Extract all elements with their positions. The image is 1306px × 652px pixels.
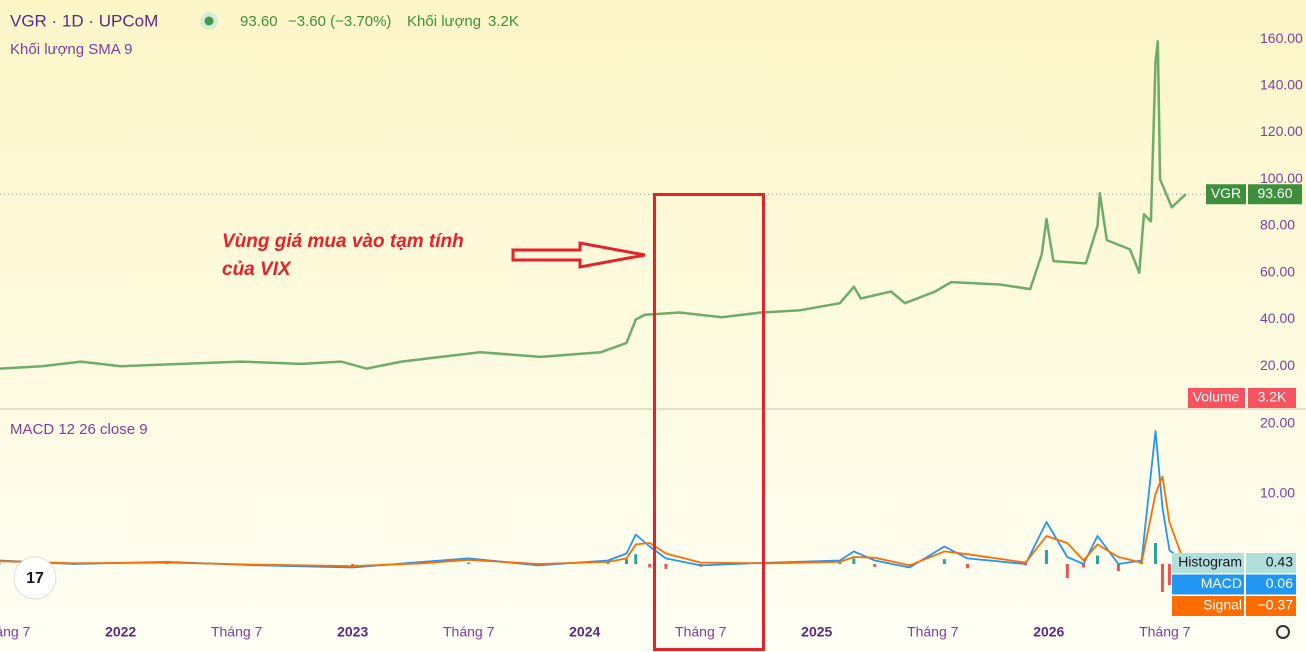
legend-box	[1172, 574, 1244, 595]
histogram-bar	[966, 564, 970, 569]
legend-label: MACD	[1201, 575, 1242, 591]
y-tick-label: 10.00	[1260, 485, 1295, 501]
volume-label: Khối lượng	[407, 13, 481, 30]
legend-value: 0.43	[1266, 554, 1293, 570]
x-tick-label: Tháng 7	[907, 624, 959, 640]
y-tick-label: 20.00	[1260, 415, 1295, 431]
x-tick-label: Tháng 7	[675, 624, 727, 640]
x-tick-label: 2026	[1033, 624, 1064, 640]
x-tick-label: Tháng 7	[0, 624, 31, 640]
highlight-box	[653, 193, 765, 651]
x-tick-label: Tháng 7	[211, 624, 263, 640]
volume-badge-label: Volume	[1193, 389, 1240, 405]
series-line	[0, 40, 1187, 370]
macd-pane	[0, 430, 1188, 592]
price-badge	[1248, 184, 1302, 205]
histogram-bar	[606, 562, 610, 564]
last-price: 93.60	[240, 13, 278, 30]
x-tick-label: 2025	[801, 624, 832, 640]
legend-box	[1172, 596, 1244, 616]
price-badge-label: 93.60	[1257, 185, 1292, 201]
histogram-bar	[838, 562, 842, 564]
legend-value: −0.37	[1258, 597, 1294, 613]
histogram-bar	[634, 554, 638, 564]
price-pane	[0, 40, 1248, 370]
macd-title: MACD 12 26 close 9	[10, 421, 148, 438]
legend-value: 0.06	[1266, 575, 1293, 591]
histogram-bar	[165, 563, 169, 564]
legend-box	[1172, 553, 1244, 573]
x-tick-label: 2024	[569, 624, 600, 640]
x-tick-label: 2022	[105, 624, 136, 640]
series-line	[0, 430, 1187, 569]
y-tick-label: 40.00	[1260, 310, 1295, 326]
symbol-badge	[1206, 184, 1246, 205]
logo[interactable]	[13, 556, 57, 600]
histogram-bar	[873, 564, 877, 567]
histogram-bar	[852, 558, 856, 564]
legend-label: Signal	[1203, 597, 1242, 613]
histogram-bar	[1044, 550, 1048, 564]
histogram-bar	[1082, 564, 1086, 568]
legend-label: Histogram	[1178, 554, 1242, 570]
legend-value-box	[1246, 574, 1296, 595]
settings-button[interactable]	[1276, 625, 1290, 639]
logo-mark[interactable]: 17	[26, 570, 44, 587]
histogram-bar	[351, 564, 355, 566]
histogram-bar	[1160, 564, 1164, 592]
annotation: của VIX	[222, 259, 292, 280]
y-tick-label: 140.00	[1260, 77, 1303, 93]
volume-badge	[1188, 388, 1245, 408]
histogram-bar	[1167, 564, 1171, 585]
x-tick-label: Tháng 7	[443, 624, 495, 640]
legend-value-box	[1246, 553, 1296, 573]
histogram-bar	[648, 564, 652, 568]
legend-value-box	[1246, 596, 1296, 616]
volume-value: 3.2K	[488, 13, 519, 30]
histogram-bar	[1065, 564, 1069, 578]
histogram-bar	[1116, 564, 1120, 571]
series-line	[0, 475, 1187, 567]
histogram-bar	[1154, 543, 1158, 564]
y-tick-label: 80.00	[1260, 217, 1295, 233]
histogram-bar	[467, 562, 471, 564]
x-tick-label: 2023	[337, 624, 368, 640]
y-tick-label: 20.00	[1260, 357, 1295, 373]
volume-badge-value-box	[1248, 388, 1296, 408]
y-tick-label: 160.00	[1260, 30, 1303, 46]
volume-badge-value: 3.2K	[1258, 389, 1287, 405]
y-tick-label: 60.00	[1260, 263, 1295, 279]
annotation: Vùng giá mua vào tạm tính	[222, 231, 464, 252]
axes: Tháng 7 2022 Tháng 7 2023 Tháng 7 2024 Tháng 7…	[0, 30, 1303, 640]
price-change: −3.60 (−3.70%)	[288, 13, 391, 30]
histogram-bar	[0, 563, 2, 564]
histogram-bar	[624, 559, 628, 564]
arrow	[511, 241, 646, 269]
histogram-bar	[664, 564, 668, 569]
histogram-bar	[1096, 555, 1100, 564]
x-tick-label: Tháng 7	[1139, 624, 1191, 640]
y-tick-label: 100.00	[1260, 170, 1303, 186]
histogram-bar	[942, 559, 946, 564]
y-tick-label: 120.00	[1260, 123, 1303, 139]
status-dot-inner	[204, 16, 214, 26]
symbol-badge-label: VGR	[1211, 185, 1241, 201]
symbol: VGR · 1D · UPCoM	[10, 11, 158, 30]
sma-label: Khối lượng SMA 9	[10, 41, 132, 58]
